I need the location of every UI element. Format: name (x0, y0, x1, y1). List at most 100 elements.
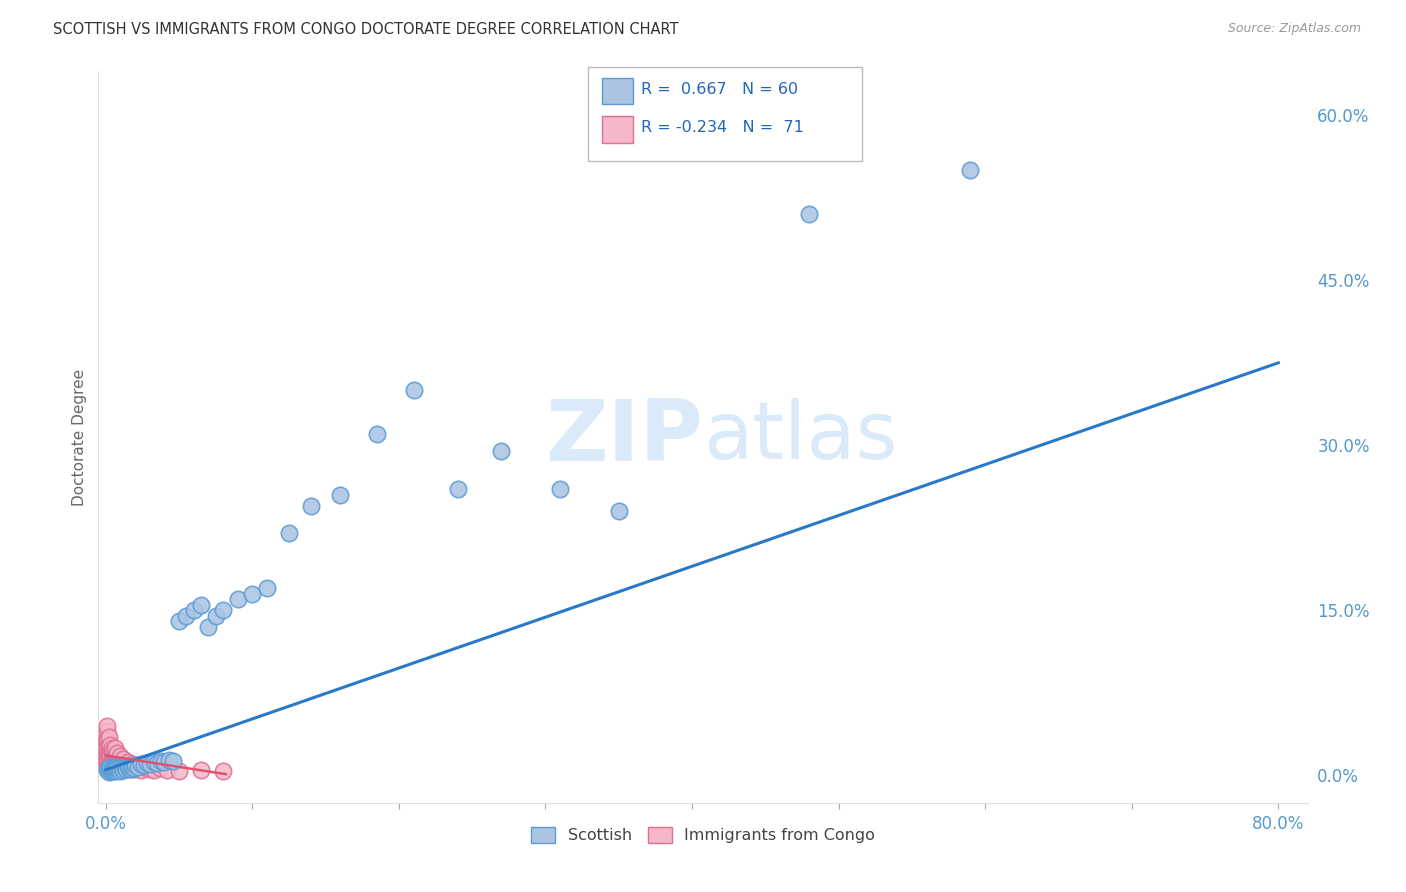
Point (127, 759, 149, 773)
Point (101, 748, 124, 763)
Point (153, 755, 176, 769)
Point (96, 735, 118, 749)
Point (96, 748, 118, 763)
Point (100, 761, 122, 775)
Point (101, 755, 124, 769)
Point (97, 740, 120, 755)
Point (959, 163, 981, 178)
Point (190, 763, 212, 777)
Point (167, 764, 190, 778)
Point (491, 443, 513, 458)
Point (96, 759, 118, 773)
Point (110, 764, 132, 778)
Point (97, 752, 120, 766)
Point (117, 759, 139, 773)
Point (111, 762, 134, 776)
Point (118, 761, 141, 775)
Point (103, 759, 125, 773)
Point (799, 207, 821, 221)
Point (100, 755, 122, 769)
Point (97, 764, 120, 778)
Point (97, 747, 120, 761)
Point (366, 427, 388, 442)
Point (212, 603, 235, 617)
Point (105, 755, 128, 769)
Point (607, 504, 630, 518)
Point (110, 762, 132, 776)
Point (96, 719, 118, 733)
Point (100, 759, 122, 773)
Point (96, 724, 118, 739)
Point (548, 483, 571, 497)
Point (98, 748, 121, 763)
Point (96, 738, 118, 752)
Point (115, 759, 138, 773)
Point (107, 757, 129, 772)
Point (98, 744, 121, 758)
Point (329, 488, 352, 502)
Point (96, 740, 118, 755)
Point (103, 747, 125, 761)
Point (115, 762, 138, 776)
Point (96, 763, 118, 777)
Point (100, 747, 122, 761)
Point (105, 748, 128, 763)
Point (122, 762, 145, 776)
Point (197, 620, 219, 634)
Point (278, 526, 301, 541)
Point (97, 735, 120, 749)
Legend: Scottish, Immigrants from Congo: Scottish, Immigrants from Congo (524, 821, 882, 850)
Point (96, 750, 118, 764)
Point (124, 758, 146, 772)
Point (97, 757, 120, 772)
Point (98, 759, 121, 773)
Point (183, 603, 205, 617)
Point (98, 752, 121, 766)
Point (240, 587, 263, 601)
Point (96, 744, 118, 758)
Point (212, 764, 235, 778)
Point (143, 763, 166, 777)
Point (108, 752, 131, 766)
Point (97, 730, 120, 744)
Point (98, 757, 121, 772)
Point (97, 764, 120, 779)
Point (156, 763, 179, 777)
Y-axis label: Doctorate Degree: Doctorate Degree (72, 368, 87, 506)
Point (132, 759, 155, 773)
Point (138, 762, 160, 776)
Point (100, 752, 122, 766)
Point (105, 761, 128, 775)
Point (157, 753, 180, 767)
Point (118, 762, 141, 776)
Point (97, 761, 120, 775)
Point (112, 763, 135, 777)
Text: ZIP: ZIP (546, 395, 703, 479)
Point (143, 755, 166, 769)
Point (107, 762, 129, 776)
Point (100, 740, 122, 755)
Point (402, 384, 425, 398)
Point (96, 755, 118, 769)
Point (96, 752, 118, 766)
Point (176, 608, 198, 623)
Text: Source: ZipAtlas.com: Source: ZipAtlas.com (1227, 22, 1361, 36)
Point (98, 738, 121, 752)
Point (190, 598, 212, 612)
Point (129, 763, 152, 777)
Point (146, 756, 169, 771)
Point (96, 733, 118, 747)
Point (96, 730, 118, 744)
Point (111, 759, 134, 773)
Point (129, 757, 152, 772)
Point (149, 761, 172, 775)
Point (105, 759, 128, 773)
Point (97, 748, 120, 763)
Point (108, 759, 131, 773)
Point (256, 582, 278, 596)
Point (96, 757, 118, 772)
Point (103, 763, 125, 777)
Point (107, 747, 129, 761)
Point (299, 499, 322, 513)
Point (111, 755, 134, 769)
